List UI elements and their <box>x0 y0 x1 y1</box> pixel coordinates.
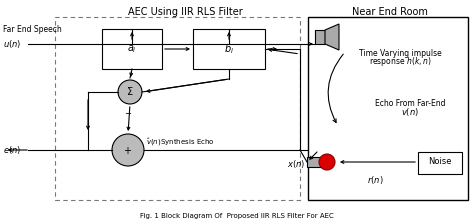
Circle shape <box>118 80 142 104</box>
Bar <box>55 17 300 200</box>
Text: AEC Using IIR RLS Filter: AEC Using IIR RLS Filter <box>128 7 242 17</box>
Text: Noise: Noise <box>428 157 452 166</box>
Text: Far End Speech: Far End Speech <box>3 26 62 34</box>
Bar <box>418 152 462 174</box>
Bar <box>193 29 265 69</box>
Text: Near End Room: Near End Room <box>352 7 428 17</box>
Bar <box>102 29 162 69</box>
Circle shape <box>112 134 144 166</box>
Text: $a_i$: $a_i$ <box>127 43 137 55</box>
Circle shape <box>319 154 335 170</box>
Text: response $h(k,n)$: response $h(k,n)$ <box>369 56 431 69</box>
Text: $u(n)$: $u(n)$ <box>3 38 21 50</box>
Text: $+$: $+$ <box>124 145 133 155</box>
Bar <box>307 157 321 167</box>
Text: Echo From Far-End: Echo From Far-End <box>375 99 445 109</box>
Text: Fig. 1 Block Diagram Of  Proposed IIR RLS Filter For AEC: Fig. 1 Block Diagram Of Proposed IIR RLS… <box>140 213 334 219</box>
Bar <box>308 17 468 200</box>
Bar <box>315 30 325 44</box>
Text: $x(n)$: $x(n)$ <box>287 158 305 170</box>
Text: Time Varying impulse: Time Varying impulse <box>359 50 441 59</box>
Text: $b_i$: $b_i$ <box>224 42 234 56</box>
Polygon shape <box>325 24 339 50</box>
Text: $-$: $-$ <box>124 107 132 116</box>
Text: $\hat{v}(n)$Synthesis Echo: $\hat{v}(n)$Synthesis Echo <box>146 136 215 148</box>
Text: $r(n)$: $r(n)$ <box>367 174 383 186</box>
Text: $\Sigma$: $\Sigma$ <box>126 85 134 97</box>
Text: $v(n)$: $v(n)$ <box>401 106 419 118</box>
Text: $e(n)$: $e(n)$ <box>3 144 21 156</box>
